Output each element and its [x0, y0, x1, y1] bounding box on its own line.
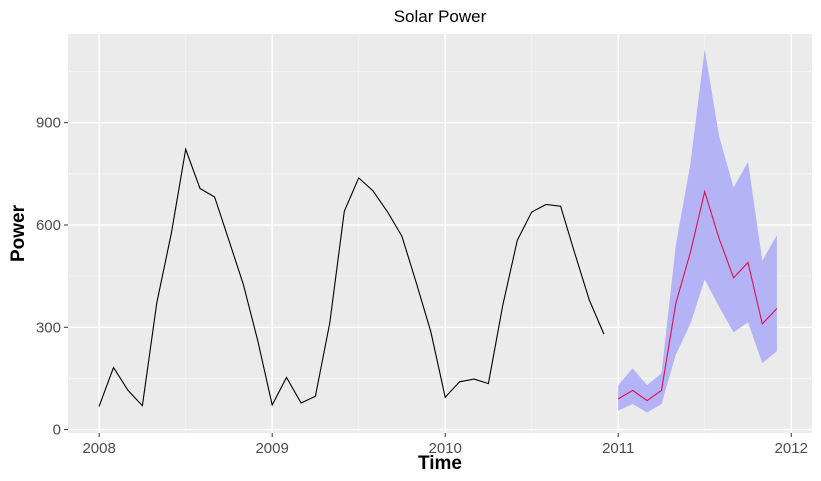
y-tick-label: 600 — [36, 217, 61, 234]
y-axis-title: Power — [8, 204, 29, 262]
y-tick-label: 900 — [36, 115, 61, 132]
prediction-interval-band — [618, 49, 777, 413]
major-gridlines — [68, 34, 812, 433]
x-axis-title: Time — [418, 453, 462, 474]
x-tick-label: 2009 — [255, 440, 288, 457]
x-tick-label: 2008 — [82, 440, 115, 457]
x-axis-ticks: 2008 2009 2010 2011 2012 — [82, 433, 808, 457]
observed-series-line — [98, 147, 605, 407]
chart-title: Solar Power — [394, 7, 487, 26]
x-tick-label: 2012 — [775, 440, 808, 457]
x-tick-label: 2010 — [429, 440, 462, 457]
x-tick-label: 2011 — [602, 440, 634, 457]
y-axis-ticks: 0 300 600 900 — [36, 115, 68, 439]
y-tick-label: 300 — [36, 319, 61, 336]
forecast-series-line — [617, 189, 778, 402]
y-tick-label: 0 — [53, 422, 61, 439]
